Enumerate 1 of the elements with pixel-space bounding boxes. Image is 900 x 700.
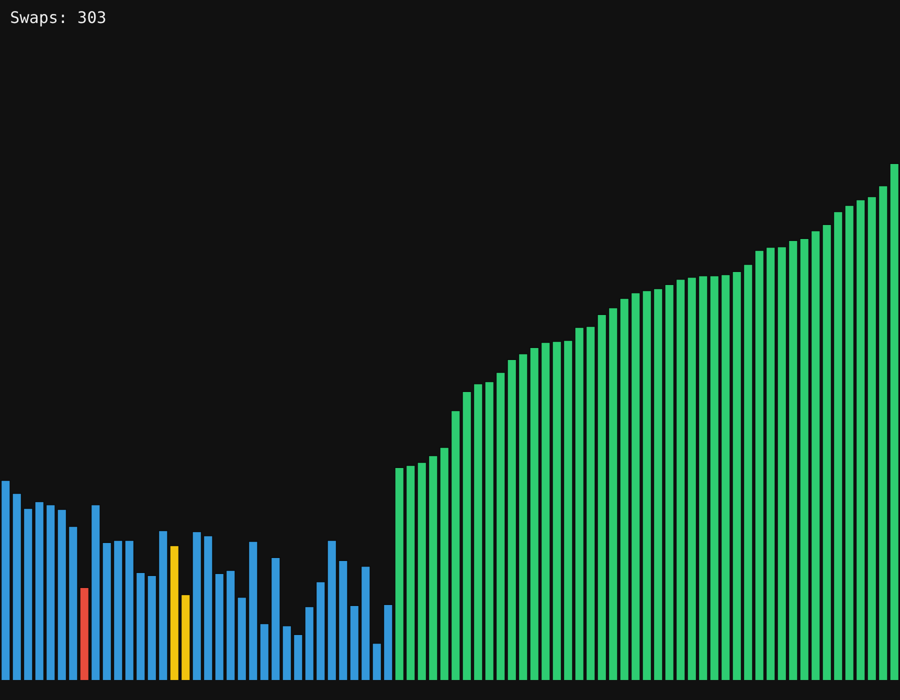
chart-title: Swaps: 303 — [10, 8, 106, 28]
